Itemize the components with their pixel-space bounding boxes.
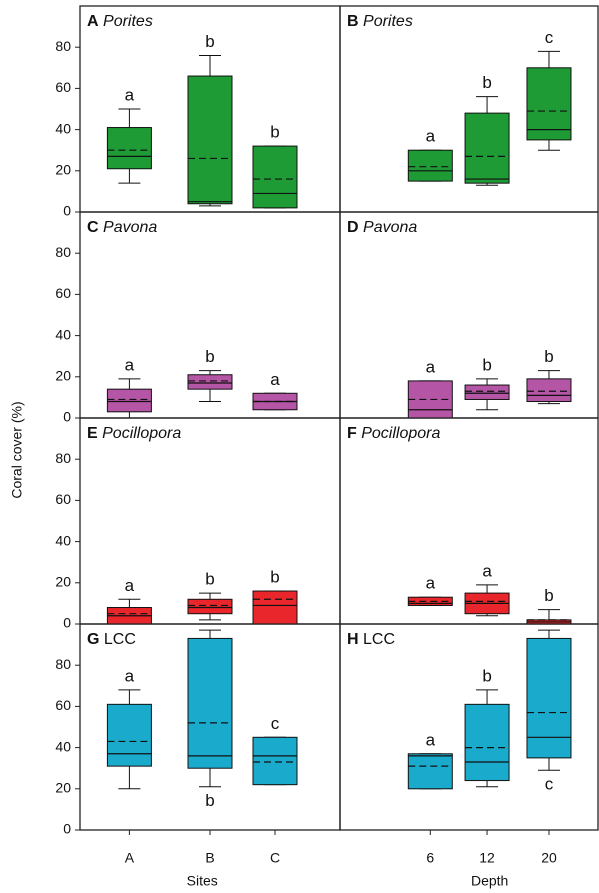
x-tick-label: 6 [426, 850, 434, 866]
y-tick-label: 20 [55, 574, 71, 590]
panel-title: E Pocillopora [87, 425, 181, 442]
y-tick-label: 60 [55, 79, 71, 95]
y-tick-label: 0 [63, 615, 71, 631]
y-tick-label: 20 [55, 780, 71, 796]
box [464, 112, 510, 184]
box [464, 384, 510, 400]
y-tick-label: 80 [55, 450, 71, 466]
panel-letter: D [347, 219, 359, 236]
box [106, 127, 152, 170]
y-tick-label: 80 [55, 656, 71, 672]
box [407, 149, 453, 182]
significance-letter: b [482, 73, 491, 92]
box [187, 598, 233, 615]
panel-name: Porites [103, 13, 153, 30]
x-axis-label: Depth [471, 873, 508, 889]
box [187, 637, 233, 769]
x-tick-label: A [125, 850, 135, 866]
panel-title: G LCC [87, 631, 136, 648]
significance-letter: c [545, 775, 554, 794]
significance-letter: a [125, 576, 135, 595]
panel-title: F Pocillopora [347, 425, 440, 442]
panel-name: Pavona [363, 219, 417, 236]
x-axis-label: Sites [187, 873, 218, 889]
significance-letter: b [482, 666, 491, 685]
x-tick-label: 20 [541, 850, 557, 866]
significance-letter: b [205, 570, 214, 589]
box [252, 590, 298, 625]
box [526, 67, 572, 141]
box [252, 145, 298, 209]
panel-title: A Porites [87, 13, 153, 30]
significance-letter: b [544, 586, 553, 605]
x-tick-label: 12 [479, 850, 495, 866]
significance-letter: c [545, 28, 554, 47]
significance-letter: b [544, 347, 553, 366]
panel-letter: B [347, 13, 359, 30]
box [464, 703, 510, 782]
y-tick-label: 40 [55, 738, 71, 754]
significance-letter: a [426, 574, 436, 593]
y-tick-label: 0 [63, 203, 71, 219]
y-tick-label: 60 [55, 697, 71, 713]
box [106, 388, 152, 413]
y-tick-label: 60 [55, 285, 71, 301]
significance-letter: b [205, 347, 214, 366]
box [526, 378, 572, 403]
y-tick-label: 80 [55, 38, 71, 54]
significance-letter: b [270, 568, 279, 587]
significance-letter: a [426, 730, 436, 749]
significance-letter: a [125, 666, 135, 685]
significance-letter: b [205, 32, 214, 51]
x-tick-label: C [270, 850, 280, 866]
significance-letter: b [205, 791, 214, 810]
box [187, 374, 233, 390]
y-tick-label: 20 [55, 368, 71, 384]
significance-letter: c [271, 714, 280, 733]
box [526, 637, 572, 759]
y-tick-label: 20 [55, 162, 71, 178]
panel-title: B Porites [347, 13, 413, 30]
panel-name: Porites [363, 13, 413, 30]
panel-name: Pocillopora [361, 425, 440, 442]
significance-letter: a [426, 357, 436, 376]
panel-frame [339, 623, 599, 831]
panel-name: Pocillopora [102, 425, 181, 442]
significance-letter: b [270, 123, 279, 142]
significance-letter: a [125, 355, 135, 374]
significance-letter: a [270, 370, 280, 389]
panel-letter: G [87, 631, 99, 648]
panel-name: LCC [104, 631, 136, 648]
significance-letter: a [125, 85, 135, 104]
panel-title: C Pavona [87, 219, 157, 236]
panel-letter: F [347, 425, 357, 442]
box [106, 703, 152, 767]
panel-letter: C [87, 219, 99, 236]
panel-name: Pavona [103, 219, 157, 236]
y-tick-label: 40 [55, 326, 71, 342]
y-tick-label: 0 [63, 821, 71, 837]
box [252, 736, 298, 786]
panel-title: H LCC [347, 631, 395, 648]
panel-letter: E [87, 425, 98, 442]
x-tick-label: B [205, 850, 214, 866]
y-tick-label: 80 [55, 244, 71, 260]
panel-title: D Pavona [347, 219, 417, 236]
y-axis-label: Coral cover (%) [9, 401, 25, 498]
panel-letter: H [347, 631, 359, 648]
y-tick-label: 40 [55, 532, 71, 548]
y-tick-label: 40 [55, 120, 71, 136]
y-tick-label: 0 [63, 409, 71, 425]
panel-name: LCC [363, 631, 395, 648]
y-tick-label: 60 [55, 491, 71, 507]
significance-letter: a [426, 127, 436, 146]
box [407, 753, 453, 790]
significance-letter: a [482, 561, 492, 580]
panel-letter: A [87, 13, 99, 30]
box [187, 75, 233, 205]
significance-letter: b [482, 355, 491, 374]
